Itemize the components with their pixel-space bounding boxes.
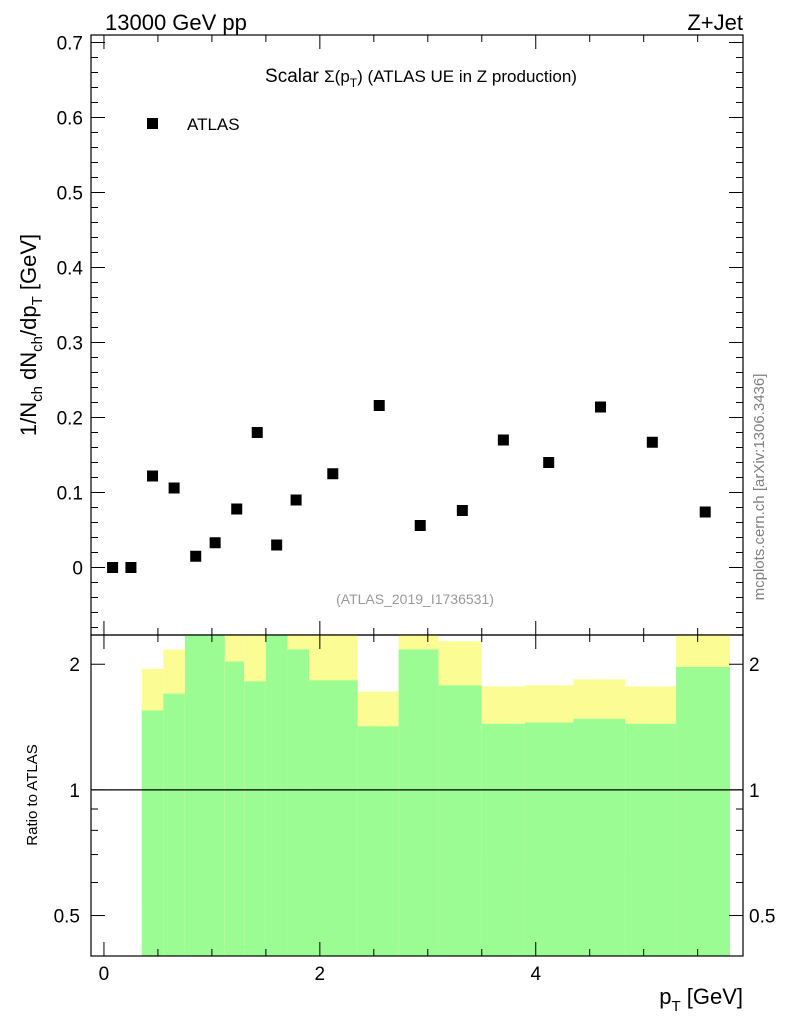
- main-y-tick-label: 0.7: [57, 34, 83, 55]
- data-point: [231, 503, 243, 515]
- data-point: [543, 457, 555, 468]
- main-panel: 0 0.1 0.2 0.3 0.4 0.5 0.6 0.7 Scalar Σ(pT) (ATL…: [16, 34, 744, 636]
- data-point: [125, 562, 137, 573]
- ratio-band-green: [573, 718, 626, 956]
- data-point: [209, 537, 221, 549]
- ratio-band-green: [357, 726, 399, 956]
- ratio-band-green: [481, 723, 525, 956]
- main-panel-ticks: [91, 35, 743, 635]
- data-point: [456, 505, 468, 516]
- ratio-band-green: [224, 661, 245, 956]
- ratio-tick-labels: 0.5 0.5 1 1 2 2 0 2 4: [54, 655, 776, 985]
- analysis-id: (ATLAS_2019_I1736531): [336, 591, 494, 607]
- ratio-y-tick-label-right: 1: [749, 781, 760, 802]
- title-suffix: (ATLAS UE in Z production): [363, 67, 577, 86]
- main-y-tick-label: 0.6: [57, 109, 83, 130]
- ratio-y-tick-label-left: 0.5: [54, 907, 80, 928]
- title-sub: T: [350, 76, 358, 90]
- data-point: [190, 550, 202, 562]
- ratio-y-tick-label-left: 1: [69, 781, 80, 802]
- ratio-band-green: [265, 635, 288, 956]
- x-tick-label: 2: [315, 964, 326, 985]
- data-point: [147, 470, 159, 482]
- x-tick-label: 0: [99, 964, 110, 985]
- data-point: [327, 468, 339, 480]
- main-y-tick-labels: 0 0.1 0.2 0.3 0.4 0.5 0.6 0.7: [57, 34, 84, 580]
- ratio-panel-frame: [90, 634, 744, 957]
- ratio-y-tick-label-left: 2: [69, 655, 80, 676]
- ratio-band-green: [625, 723, 677, 956]
- ratio-panel: 0.5 0.5 1 1 2 2 0 2 4 Ratio to ATLAS pT [GeV]: [24, 634, 776, 1015]
- ratio-bands: [141, 635, 731, 956]
- ratio-band-green: [676, 666, 731, 956]
- ratio-band-green: [163, 693, 185, 956]
- x-axis-label: pT [GeV]: [659, 984, 743, 1015]
- data-point: [271, 539, 283, 551]
- data-point: [699, 506, 711, 518]
- ratio-band-green: [184, 635, 225, 956]
- main-y-tick-label: 0.5: [57, 184, 83, 205]
- x-tick-label: 4: [530, 964, 541, 985]
- main-y-tick-label: 0.3: [57, 334, 83, 355]
- data-point: [414, 520, 426, 531]
- data-point: [497, 434, 509, 446]
- legend-marker-atlas: [147, 118, 158, 129]
- main-y-axis-label: 1/Nch dNch/dpT [GeV]: [16, 234, 46, 436]
- ratio-y-tick-label-right: 2: [749, 655, 760, 676]
- main-y-tick-label: 0.1: [57, 484, 83, 505]
- ratio-band-green: [398, 649, 439, 956]
- data-point: [290, 494, 302, 506]
- legend-label-atlas: ATLAS: [187, 115, 240, 134]
- ratio-band-green: [524, 722, 574, 956]
- ratio-y-axis-label: Ratio to ATLAS: [24, 744, 41, 845]
- title-sigma: Σ(p: [324, 67, 350, 86]
- data-points: [107, 400, 711, 573]
- energy-label: 13000 GeV pp: [105, 10, 247, 35]
- data-point: [251, 427, 263, 438]
- data-point: [646, 436, 658, 448]
- data-point: [595, 401, 607, 413]
- ratio-band-green: [309, 680, 358, 956]
- data-point: [107, 562, 119, 573]
- title-close: ): [357, 67, 363, 86]
- plot-title: Scalar Σ(pT) (ATLAS UE in Z production): [265, 66, 577, 90]
- main-y-tick-label: 0.2: [57, 409, 83, 430]
- main-y-tick-label: 0.4: [57, 259, 84, 280]
- data-point: [168, 482, 180, 494]
- data-point: [373, 400, 385, 411]
- side-credit-label: mcplots.cern.ch [arXiv:1306.3436]: [751, 374, 768, 601]
- process-label: Z+Jet: [687, 10, 743, 35]
- ratio-band-green: [244, 681, 266, 956]
- ratio-band-green: [438, 685, 482, 956]
- ratio-band-green: [287, 649, 310, 956]
- title-prefix: Scalar: [265, 66, 324, 87]
- ratio-y-tick-label-right: 0.5: [749, 907, 775, 928]
- ratio-band-green: [141, 710, 164, 956]
- main-y-tick-label: 0: [72, 559, 83, 580]
